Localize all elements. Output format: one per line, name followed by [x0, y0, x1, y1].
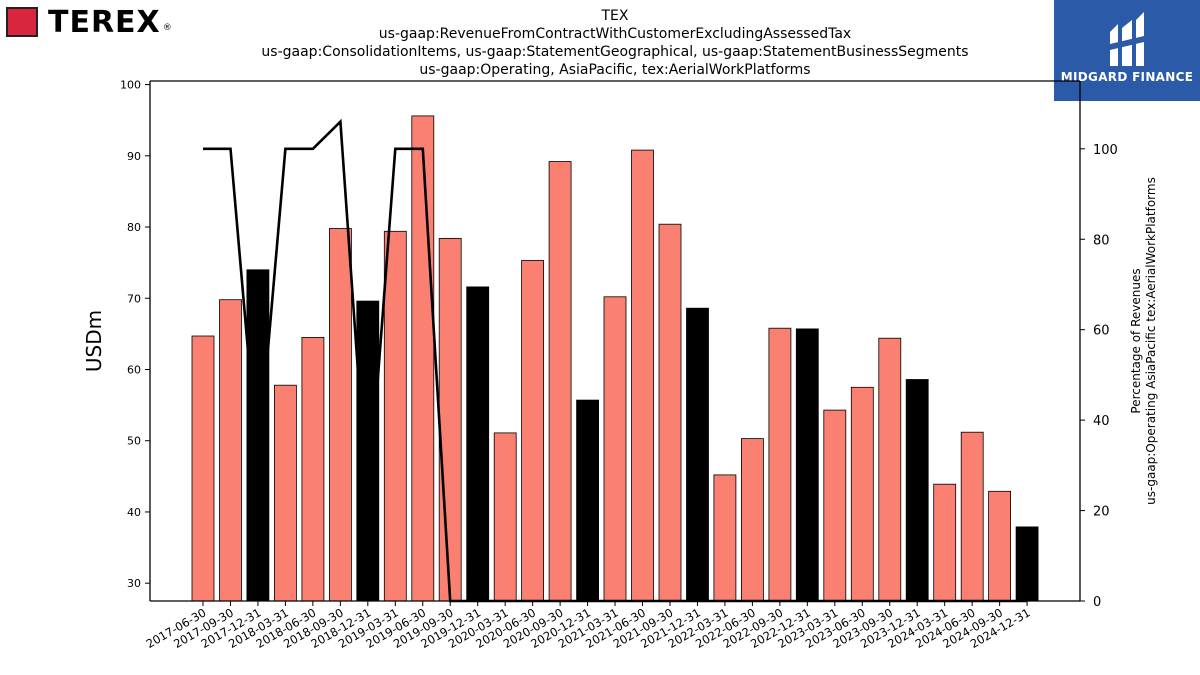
y-tick-label: 60	[127, 363, 141, 376]
bar	[383, 230, 407, 602]
y-tick-label: 70	[127, 292, 141, 305]
bar	[686, 307, 709, 602]
y2-axis-label: Percentage of Revenues	[1129, 268, 1143, 413]
bar	[823, 409, 847, 602]
y2-tick-label: 40	[1093, 414, 1110, 429]
bar	[219, 299, 242, 602]
bar	[603, 296, 627, 602]
bars-group	[191, 115, 1039, 602]
terex-logo: TEREX ®	[6, 4, 172, 40]
bar	[741, 438, 764, 602]
y2-tick-label: 60	[1093, 324, 1110, 339]
y-tick-label: 90	[127, 150, 141, 163]
bar	[1015, 526, 1039, 602]
bar	[356, 300, 380, 602]
bar	[548, 161, 572, 602]
y2-tick-label: 80	[1093, 233, 1110, 248]
title-line: us-gaap:Operating, AsiaPacific, tex:Aeri…	[419, 62, 811, 78]
bar	[850, 386, 874, 602]
bar	[713, 474, 737, 602]
midgard-finance-logo: MIDGARD FINANCE	[1054, 0, 1200, 101]
bar	[960, 431, 984, 602]
y-tick-label: 80	[127, 221, 141, 234]
bar	[795, 328, 819, 602]
y-axis-label: USDm	[82, 310, 106, 372]
registered-mark: ®	[162, 23, 172, 33]
y2-tick-label: 100	[1093, 143, 1118, 158]
title-line: us-gaap:RevenueFromContractWithCustomerE…	[378, 26, 852, 42]
bar	[905, 379, 929, 602]
bar	[411, 115, 435, 602]
y2-tick-label: 0	[1093, 595, 1101, 610]
y2-tick-label: 20	[1093, 505, 1110, 520]
y2-axis-label: us-gaap:Operating AsiaPacific tex:Aerial…	[1144, 177, 1158, 505]
bar	[933, 483, 957, 602]
terex-logo-text: TEREX	[48, 4, 161, 40]
y-tick-label: 40	[127, 506, 141, 519]
bar	[521, 260, 544, 602]
bar	[631, 149, 654, 602]
bar	[768, 327, 792, 602]
y-tick-label: 30	[127, 577, 141, 590]
bar	[328, 228, 352, 602]
title-line: TEX	[601, 8, 629, 24]
bar	[246, 269, 270, 602]
bar	[466, 286, 490, 602]
bar	[878, 337, 902, 602]
bar	[493, 432, 517, 602]
terex-logo-icon	[6, 7, 38, 37]
bar	[658, 223, 682, 602]
chart-title: TEX us-gaap:RevenueFromContractWithCusto…	[215, 7, 1015, 79]
y-tick-label: 50	[127, 435, 141, 448]
bar	[191, 335, 215, 602]
bar	[301, 336, 325, 602]
title-line: us-gaap:ConsolidationItems, us-gaap:Stat…	[261, 44, 969, 60]
midgard-mark-icon	[1110, 12, 1144, 66]
bar	[273, 384, 297, 602]
bar	[438, 237, 462, 602]
bar	[576, 399, 599, 602]
midgard-brand-text: MIDGARD FINANCE	[1060, 70, 1194, 84]
y-tick-label: 100	[120, 79, 141, 92]
bar	[988, 490, 1011, 602]
